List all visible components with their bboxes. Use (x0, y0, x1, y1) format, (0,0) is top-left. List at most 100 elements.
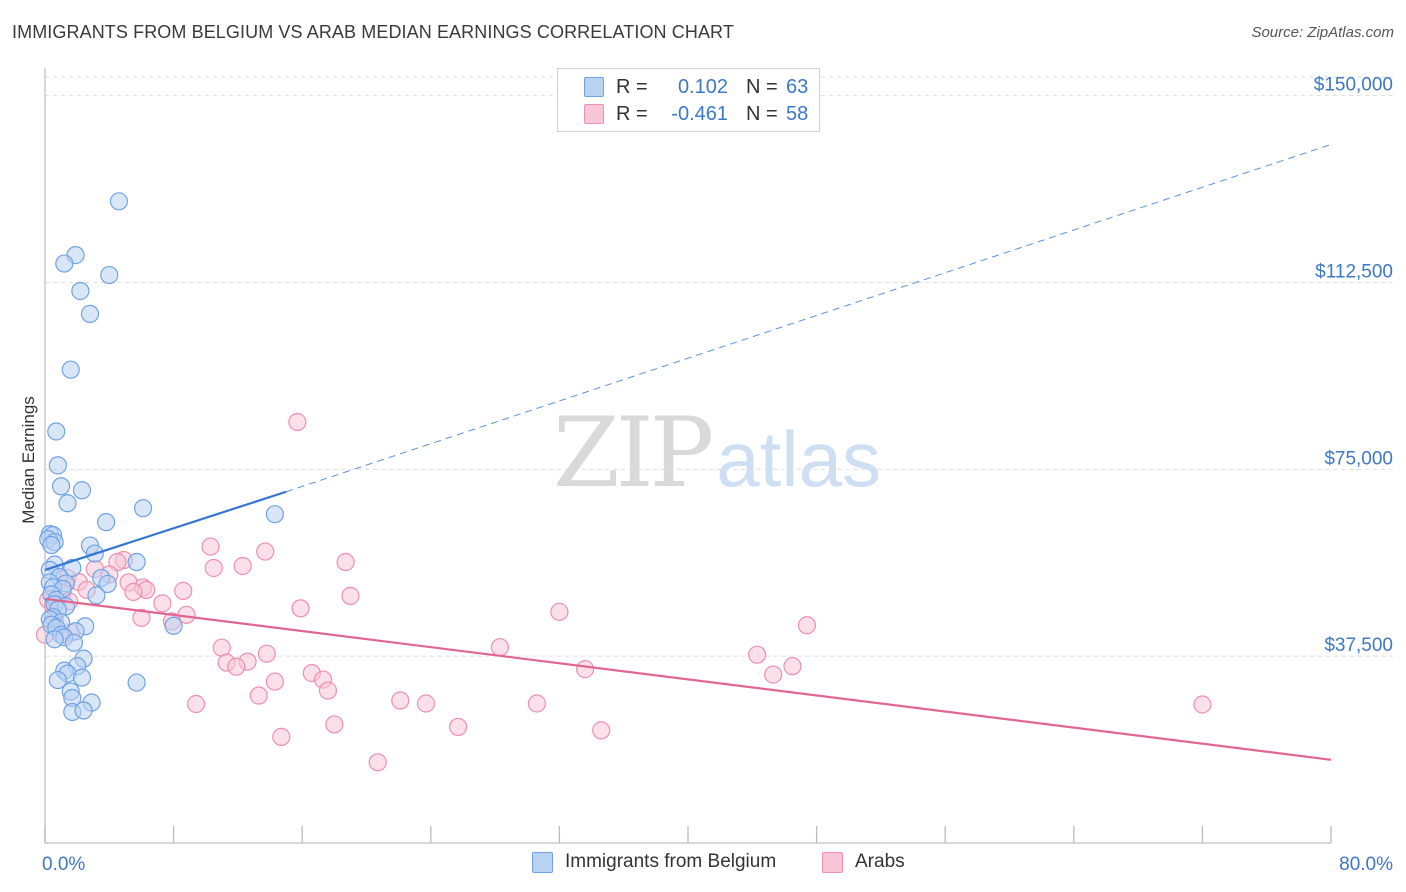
belgium-point (72, 668, 92, 687)
legend-r-value: -0.461 (671, 102, 728, 125)
arabs-point (187, 694, 206, 714)
arabs-point (291, 599, 310, 618)
arabs-point (256, 542, 275, 561)
belgium-point (71, 281, 90, 301)
belgium-point (127, 552, 146, 572)
arabs-point (288, 412, 307, 432)
arabs-point (249, 686, 268, 705)
belgium-point (265, 505, 284, 524)
belgium-point (87, 586, 106, 605)
arabs-point (748, 645, 767, 664)
correlation-legend: R = 0.102 N = 63 R = -0.461 N = 58 (557, 68, 820, 132)
belgium-point (47, 422, 66, 441)
watermark: ZIPatlas (553, 405, 881, 502)
arabs-point (797, 616, 817, 635)
belgium-point (133, 499, 153, 518)
belgium-point (61, 360, 80, 379)
arabs-point (550, 602, 569, 621)
x-tick-label-left: 0.0% (42, 854, 85, 875)
legend-n-value: 63 (786, 75, 809, 98)
legend-r-label: R = (616, 102, 648, 125)
legend-n-label: N = (746, 102, 778, 125)
arabs-swatch (584, 104, 604, 124)
arabs-point (174, 581, 193, 601)
belgium-point (72, 481, 92, 500)
legend-r-label: R = (616, 75, 648, 98)
belgium-points (39, 192, 284, 722)
arabs-point (233, 556, 252, 576)
legend-row-arabs: R = -0.461 N = 58 (584, 101, 808, 127)
legend-r-value: 0.102 (677, 75, 728, 98)
belgium-point (48, 670, 67, 690)
arabs-points (35, 412, 1212, 772)
belgium-point (55, 254, 74, 273)
belgium-point (127, 673, 146, 692)
belgium-trend-solid (44, 490, 287, 572)
arabs-point (1193, 695, 1212, 714)
arabs-point (341, 586, 360, 605)
y-tick-label: $150,000 (1314, 75, 1393, 96)
arabs-point (227, 657, 246, 676)
belgium-point (63, 558, 82, 578)
axis-labels: $37,500 $75,000 $112,500 $150,000 0.0% 80.0% M… (19, 75, 1393, 875)
belgium-point (64, 633, 84, 652)
belgium-point (58, 494, 77, 513)
arabs-point (490, 638, 510, 657)
belgium-point (109, 192, 129, 211)
arabs-point (336, 552, 355, 572)
arabs-legend-swatch (822, 851, 843, 873)
legend-row-belgium: R = 0.102 N = 63 (584, 74, 808, 100)
arabs-point (576, 660, 595, 679)
arabs-point (368, 753, 387, 772)
legend-item-belgium[interactable]: Immigrants from Belgium (532, 851, 776, 873)
series-legend: Immigrants from Belgium Arabs (0, 851, 1406, 879)
axes (44, 68, 1332, 844)
arabs-point (201, 537, 220, 556)
belgium-trend-dashed (285, 144, 1332, 493)
legend-label-arabs: Arabs (855, 851, 905, 872)
belgium-swatch (584, 77, 604, 97)
arabs-point (783, 657, 802, 676)
arabs-point (132, 608, 151, 627)
belgium-point (96, 513, 116, 532)
legend-label-belgium: Immigrants from Belgium (565, 851, 777, 872)
belgium-point (42, 535, 61, 555)
arabs-point (391, 691, 410, 710)
y-axis-title: Median Earnings (19, 396, 38, 524)
arabs-point (416, 694, 436, 713)
arabs-point (449, 717, 468, 737)
arabs-point (764, 665, 783, 684)
y-tick-label: $112,500 (1315, 262, 1393, 283)
belgium-point (48, 456, 67, 475)
watermark-atlas: atlas (716, 415, 881, 503)
belgium-point (100, 265, 119, 285)
arabs-trend-line (44, 597, 1332, 761)
belgium-point (98, 574, 117, 594)
arabs-point (325, 715, 344, 734)
belgium-point (164, 616, 183, 635)
belgium-point (51, 477, 71, 496)
belgium-point (45, 630, 64, 649)
arabs-point (257, 644, 276, 663)
belgium-legend-swatch (532, 851, 553, 873)
arabs-point (204, 558, 223, 578)
arabs-point (527, 694, 546, 713)
source-credit: Source: ZipAtlas.com (1251, 24, 1394, 41)
arabs-point (124, 582, 143, 602)
arabs-point (153, 594, 172, 613)
y-tick-label: $37,500 (1324, 635, 1393, 656)
legend-n-value: 58 (786, 102, 809, 125)
y-tick-label: $75,000 (1324, 448, 1393, 469)
x-tick-label-right: 80.0% (1339, 854, 1393, 875)
arabs-point (318, 681, 338, 700)
legend-item-arabs[interactable]: Arabs (822, 851, 905, 873)
belgium-point (80, 304, 100, 323)
legend-n-label: N = (746, 75, 778, 98)
belgium-point (74, 701, 93, 720)
trend-lines (44, 144, 1332, 761)
arabs-point (272, 727, 291, 746)
arabs-point (592, 721, 611, 740)
arabs-point (265, 672, 284, 691)
chart-title: IMMIGRANTS FROM BELGIUM VS ARAB MEDIAN E… (12, 22, 734, 42)
